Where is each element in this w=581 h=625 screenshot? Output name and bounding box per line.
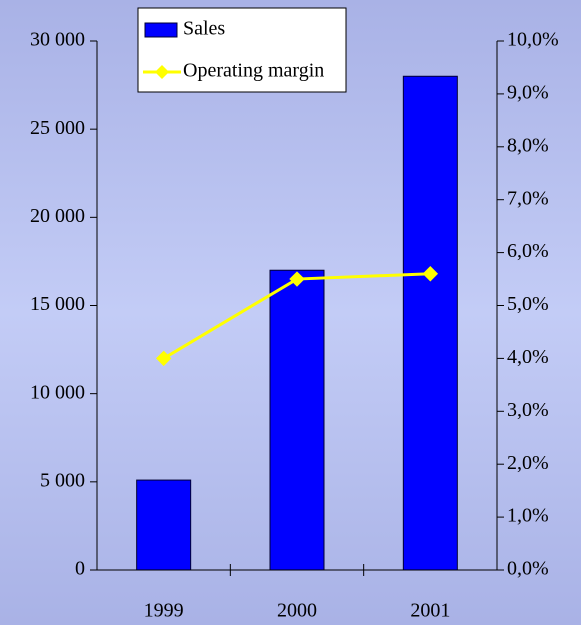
legend-marker xyxy=(155,65,169,79)
y2-tick-label: 0,0% xyxy=(507,558,549,580)
line-marker xyxy=(289,271,305,287)
legend-swatch xyxy=(144,22,178,38)
y-tick-label: 25 000 xyxy=(30,117,85,139)
legend-label: Operating margin xyxy=(183,60,324,82)
legend: Sales Operating margin xyxy=(137,7,347,93)
y2-tick-label: 9,0% xyxy=(507,81,549,103)
legend-label: Sales xyxy=(183,18,225,40)
line-marker xyxy=(422,266,439,282)
y-tick-label: 5 000 xyxy=(40,469,85,491)
y2-tick-label: 3,0% xyxy=(507,399,549,421)
y-tick-label: 0 xyxy=(75,558,85,580)
x-tick-label: 2000 xyxy=(277,600,317,622)
y2-tick-label: 10,0% xyxy=(507,29,559,51)
bar xyxy=(136,479,192,571)
y2-tick-label: 6,0% xyxy=(507,240,549,262)
y-tick-label: 10 000 xyxy=(30,381,85,403)
line-marker xyxy=(155,350,172,367)
y2-tick-label: 1,0% xyxy=(507,505,549,527)
bar xyxy=(402,75,458,571)
y-tick-label: 30 000 xyxy=(30,29,85,51)
x-tick-label: 1999 xyxy=(144,600,184,622)
y-tick-label: 15 000 xyxy=(30,293,85,315)
x-tick-label: 2001 xyxy=(410,600,450,622)
y2-tick-label: 2,0% xyxy=(507,452,549,474)
y2-tick-label: 8,0% xyxy=(507,134,549,156)
y2-tick-label: 7,0% xyxy=(507,187,549,209)
plot-area: 0 5 000 10 000 15 000 20 000 25 000 30 000 0,0%… xyxy=(30,29,559,622)
y-tick-label: 20 000 xyxy=(30,205,85,227)
y2-tick-label: 4,0% xyxy=(507,346,549,368)
y2-tick-label: 5,0% xyxy=(507,293,549,315)
legend-box xyxy=(137,7,347,93)
bar xyxy=(269,269,325,571)
